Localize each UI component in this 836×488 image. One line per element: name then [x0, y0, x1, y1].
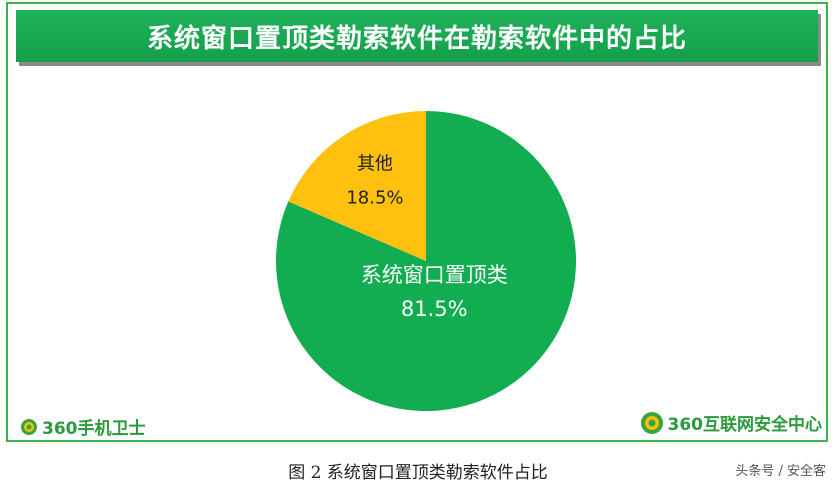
slice-value-label-1: 18.5%: [346, 187, 403, 208]
shield-logo-icon: [21, 418, 37, 435]
slice-name-label-1: 其他: [357, 153, 393, 174]
figure-caption: 图 2 系统窗口置顶类勒索软件占比: [288, 463, 548, 483]
right-logo-text: 360互联网安全中心: [667, 415, 823, 435]
slice-value-label-0: 81.5%: [401, 297, 468, 321]
pie-slice-1: [288, 111, 426, 261]
left-logo-text: 360手机卫士: [42, 419, 146, 439]
slice-name-label-0: 系统窗口置顶类: [361, 263, 508, 287]
360-mobile-guard-logo: 360手机卫士: [20, 414, 146, 439]
360-internet-security-logo: 360互联网安全中心: [640, 410, 823, 435]
chart-title: 系统窗口置顶类勒索软件在勒索软件中的占比: [146, 23, 687, 54]
title-bar: 系统窗口置顶类勒索软件在勒索软件中的占比: [16, 10, 818, 62]
watermark: 头条号 / 安全客: [735, 464, 826, 479]
security-center-logo-icon: [640, 411, 663, 434]
